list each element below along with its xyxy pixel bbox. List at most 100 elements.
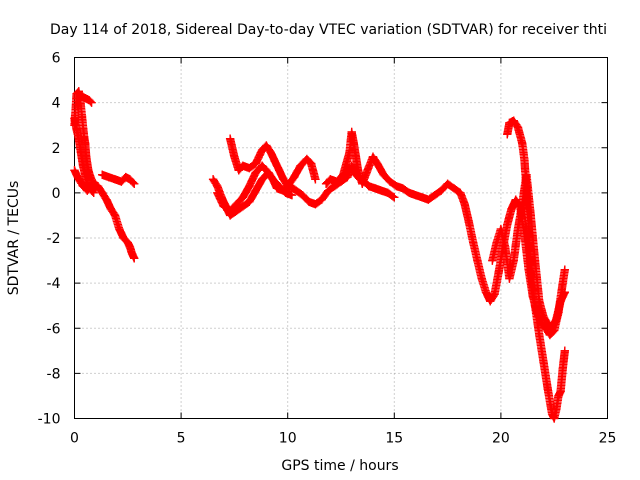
data-point xyxy=(74,134,83,143)
data-point xyxy=(547,324,557,333)
data-point xyxy=(543,319,552,328)
data-point xyxy=(304,197,314,207)
data-point xyxy=(526,211,535,220)
data-point xyxy=(539,312,548,322)
data-point xyxy=(324,186,333,195)
data-point xyxy=(556,387,565,396)
data-point xyxy=(481,288,491,297)
data-point xyxy=(507,204,516,213)
data-point xyxy=(518,139,527,148)
data-point xyxy=(469,238,478,247)
data-point xyxy=(520,154,529,164)
data-point xyxy=(473,256,482,265)
data-point xyxy=(121,172,130,182)
data-point xyxy=(443,179,452,188)
data-point xyxy=(78,181,88,191)
data-point xyxy=(449,184,459,193)
chart-title: Day 114 of 2018, Sidereal Day-to-day VTE… xyxy=(50,22,607,38)
x-axis-label: GPS time / hours xyxy=(281,458,398,474)
data-point xyxy=(364,181,373,191)
data-point xyxy=(238,193,248,202)
data-point xyxy=(298,190,307,200)
data-point xyxy=(377,186,386,195)
data-point xyxy=(552,315,561,324)
data-point xyxy=(296,161,305,170)
data-point xyxy=(554,391,563,401)
data-point xyxy=(345,148,354,157)
data-point xyxy=(70,166,79,175)
data-point xyxy=(83,186,92,195)
x-tick-label: 10 xyxy=(279,431,297,447)
data-point xyxy=(501,242,510,252)
data-point xyxy=(405,188,414,198)
data-point xyxy=(464,218,474,227)
series-arc-5 xyxy=(98,170,139,188)
data-point xyxy=(349,139,358,148)
data-point xyxy=(390,193,399,202)
data-point xyxy=(79,132,89,141)
data-point xyxy=(379,170,388,179)
data-point xyxy=(424,195,433,204)
data-point xyxy=(368,152,378,161)
y-tick-label: 4 xyxy=(52,96,61,112)
data-point xyxy=(279,175,288,184)
data-point xyxy=(505,118,514,128)
data-point xyxy=(460,200,469,209)
data-point xyxy=(245,197,254,207)
data-point xyxy=(539,357,548,367)
x-tick-label: 20 xyxy=(492,431,510,447)
data-point xyxy=(535,297,544,306)
data-point xyxy=(358,179,367,188)
data-point xyxy=(238,202,248,211)
data-point xyxy=(257,145,267,155)
data-point xyxy=(87,181,96,191)
data-point xyxy=(373,159,382,168)
data-point xyxy=(213,188,222,198)
data-point xyxy=(110,175,120,184)
data-point xyxy=(338,170,348,179)
data-point xyxy=(81,93,90,103)
x-tick-label: 0 xyxy=(70,431,79,447)
data-point xyxy=(311,175,320,184)
data-point xyxy=(257,161,267,170)
data-point xyxy=(219,202,228,211)
data-point xyxy=(488,256,497,265)
y-tick-label: -8 xyxy=(47,366,61,382)
data-point xyxy=(262,166,271,175)
series-arc-7 xyxy=(225,134,320,191)
data-point xyxy=(411,190,420,200)
data-point xyxy=(509,256,518,265)
data-point xyxy=(560,288,570,297)
data-point xyxy=(370,184,380,193)
data-point xyxy=(486,297,495,306)
series-arc-11 xyxy=(488,170,570,333)
data-point xyxy=(351,152,361,161)
data-point xyxy=(78,161,88,170)
data-point xyxy=(545,330,555,340)
data-point xyxy=(87,98,96,107)
y-axis-label: SDTVAR / TECUs xyxy=(6,181,22,296)
series-arc-3 xyxy=(70,166,100,195)
data-point xyxy=(74,175,83,184)
data-point xyxy=(490,290,499,299)
data-point xyxy=(77,112,87,121)
x-tick-label: 15 xyxy=(385,431,403,447)
data-point xyxy=(266,148,275,157)
data-point xyxy=(275,181,284,191)
data-point xyxy=(417,193,427,202)
data-point xyxy=(326,175,335,184)
data-point xyxy=(311,200,320,209)
data-series xyxy=(70,87,570,423)
data-point xyxy=(511,195,520,204)
data-point xyxy=(287,190,297,200)
data-point xyxy=(270,157,280,166)
data-point xyxy=(321,179,331,188)
data-point xyxy=(543,385,552,394)
data-point xyxy=(230,152,239,161)
y-tick-label: 2 xyxy=(52,141,61,157)
x-tick-label: 25 xyxy=(599,431,617,447)
data-point xyxy=(456,188,465,198)
data-point xyxy=(505,274,514,283)
data-point xyxy=(496,224,506,234)
